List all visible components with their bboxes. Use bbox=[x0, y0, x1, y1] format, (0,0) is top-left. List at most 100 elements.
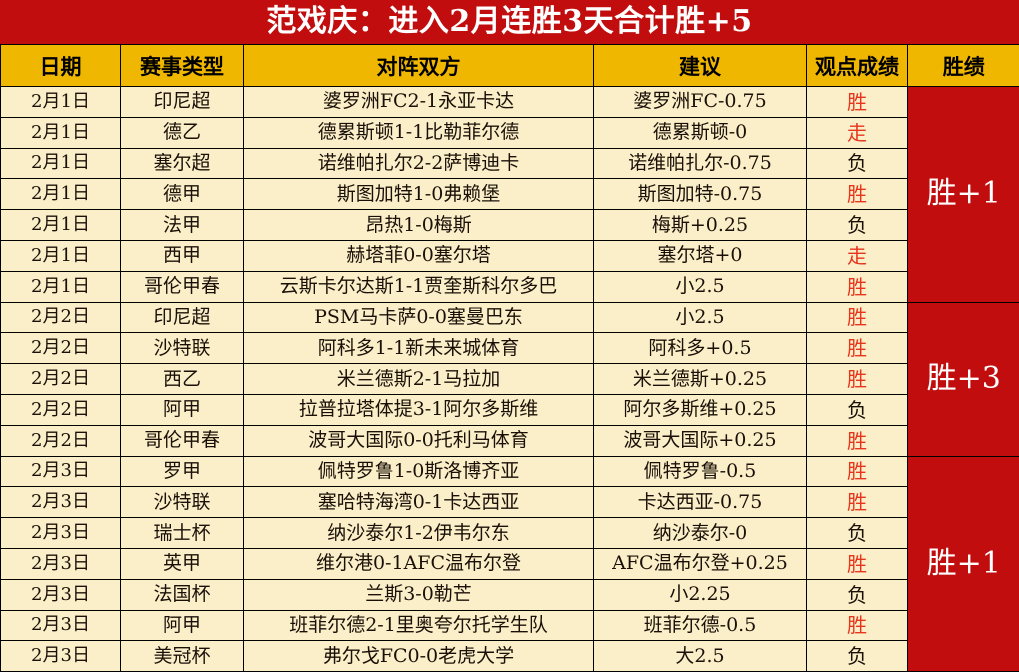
cell-match: 班菲尔德2-1里奥夸尔托学生队 bbox=[244, 610, 594, 641]
cell-result: 走 bbox=[807, 240, 908, 271]
cell-advice: 卡达西亚-0.75 bbox=[594, 487, 807, 518]
cell-match: 维尔港0-1AFC温布尔登 bbox=[244, 548, 594, 579]
cell-result: 胜 bbox=[807, 271, 908, 302]
cell-result: 胜 bbox=[807, 179, 908, 210]
cell-advice: 纳沙泰尔-0 bbox=[594, 518, 807, 549]
cell-date: 2月1日 bbox=[1, 210, 121, 241]
cell-match: 纳沙泰尔1-2伊韦尔东 bbox=[244, 518, 594, 549]
cell-result: 负 bbox=[807, 518, 908, 549]
cell-date: 2月1日 bbox=[1, 271, 121, 302]
cell-league: 罗甲 bbox=[121, 456, 244, 487]
cell-result: 胜 bbox=[807, 610, 908, 641]
cell-match: 米兰德斯2-1马拉加 bbox=[244, 364, 594, 395]
cell-advice: 大2.5 bbox=[594, 641, 807, 672]
cell-date: 2月3日 bbox=[1, 610, 121, 641]
cell-league: 西乙 bbox=[121, 364, 244, 395]
cell-result: 胜 bbox=[807, 425, 908, 456]
cell-match: 诺维帕扎尔2-2萨博迪卡 bbox=[244, 148, 594, 179]
cell-match: 云斯卡尔达斯1-1贾奎斯科尔多巴 bbox=[244, 271, 594, 302]
cell-result: 负 bbox=[807, 148, 908, 179]
cell-advice: 米兰德斯+0.25 bbox=[594, 364, 807, 395]
cell-advice: 波哥大国际+0.25 bbox=[594, 425, 807, 456]
cell-league: 印尼超 bbox=[121, 302, 244, 333]
match-results-table: 日期 赛事类型 对阵双方 建议 观点成绩 胜绩 2月1日印尼超婆罗洲FC2-1永… bbox=[0, 44, 1019, 672]
cell-match: 兰斯3-0勒芒 bbox=[244, 579, 594, 610]
cell-date: 2月2日 bbox=[1, 302, 121, 333]
column-header-advice: 建议 bbox=[594, 45, 807, 87]
cell-league: 塞尔超 bbox=[121, 148, 244, 179]
cell-advice: 佩特罗鲁-0.5 bbox=[594, 456, 807, 487]
cell-result: 负 bbox=[807, 641, 908, 672]
title-banner: 范戏庆：进入2月连胜3天合计胜+5 bbox=[0, 0, 1019, 44]
cell-result: 负 bbox=[807, 579, 908, 610]
cell-league: 哥伦甲春 bbox=[121, 271, 244, 302]
cell-date: 2月3日 bbox=[1, 548, 121, 579]
column-header-result: 观点成绩 bbox=[807, 45, 908, 87]
column-header-league: 赛事类型 bbox=[121, 45, 244, 87]
result-board: 范戏庆：进入2月连胜3天合计胜+5 日期 赛事类型 对阵双方 建议 观点成绩 胜… bbox=[0, 0, 1019, 652]
cell-date: 2月1日 bbox=[1, 240, 121, 271]
cell-result: 胜 bbox=[807, 333, 908, 364]
cell-advice: 诺维帕扎尔-0.75 bbox=[594, 148, 807, 179]
cell-date: 2月2日 bbox=[1, 364, 121, 395]
cell-league: 德甲 bbox=[121, 179, 244, 210]
cell-date: 2月3日 bbox=[1, 487, 121, 518]
cell-date: 2月3日 bbox=[1, 579, 121, 610]
cell-league: 西甲 bbox=[121, 240, 244, 271]
cell-match: PSM马卡萨0-0塞曼巴东 bbox=[244, 302, 594, 333]
cell-match: 斯图加特1-0弗赖堡 bbox=[244, 179, 594, 210]
cell-advice: 小2.5 bbox=[594, 271, 807, 302]
cell-date: 2月1日 bbox=[1, 87, 121, 118]
cell-match: 德累斯顿1-1比勒菲尔德 bbox=[244, 117, 594, 148]
page-title: 范戏庆：进入2月连胜3天合计胜+5 bbox=[266, 7, 752, 37]
cell-league: 印尼超 bbox=[121, 87, 244, 118]
cell-streak-total: 胜+1 bbox=[908, 456, 1019, 672]
cell-result: 负 bbox=[807, 210, 908, 241]
cell-league: 阿甲 bbox=[121, 394, 244, 425]
cell-league: 瑞士杯 bbox=[121, 518, 244, 549]
cell-league: 英甲 bbox=[121, 548, 244, 579]
table-header: 日期 赛事类型 对阵双方 建议 观点成绩 胜绩 bbox=[1, 45, 1019, 87]
cell-league: 哥伦甲春 bbox=[121, 425, 244, 456]
column-header-match: 对阵双方 bbox=[244, 45, 594, 87]
cell-league: 美冠杯 bbox=[121, 641, 244, 672]
cell-date: 2月1日 bbox=[1, 117, 121, 148]
cell-date: 2月1日 bbox=[1, 148, 121, 179]
cell-date: 2月2日 bbox=[1, 333, 121, 364]
cell-league: 沙特联 bbox=[121, 487, 244, 518]
column-header-date: 日期 bbox=[1, 45, 121, 87]
cell-match: 佩特罗鲁1-0斯洛博齐亚 bbox=[244, 456, 594, 487]
cell-advice: 梅斯+0.25 bbox=[594, 210, 807, 241]
cell-result: 胜 bbox=[807, 302, 908, 333]
cell-match: 阿科多1-1新未来城体育 bbox=[244, 333, 594, 364]
cell-date: 2月3日 bbox=[1, 456, 121, 487]
cell-date: 2月2日 bbox=[1, 425, 121, 456]
cell-date: 2月3日 bbox=[1, 518, 121, 549]
cell-advice: AFC温布尔登+0.25 bbox=[594, 548, 807, 579]
cell-match: 赫塔菲0-0塞尔塔 bbox=[244, 240, 594, 271]
cell-result: 胜 bbox=[807, 548, 908, 579]
cell-match: 婆罗洲FC2-1永亚卡达 bbox=[244, 87, 594, 118]
cell-date: 2月3日 bbox=[1, 641, 121, 672]
cell-streak-total: 胜+3 bbox=[908, 302, 1019, 456]
cell-match: 拉普拉塔体提3-1阿尔多斯维 bbox=[244, 394, 594, 425]
cell-advice: 小2.5 bbox=[594, 302, 807, 333]
cell-match: 波哥大国际0-0托利马体育 bbox=[244, 425, 594, 456]
cell-result: 胜 bbox=[807, 87, 908, 118]
cell-result: 走 bbox=[807, 117, 908, 148]
